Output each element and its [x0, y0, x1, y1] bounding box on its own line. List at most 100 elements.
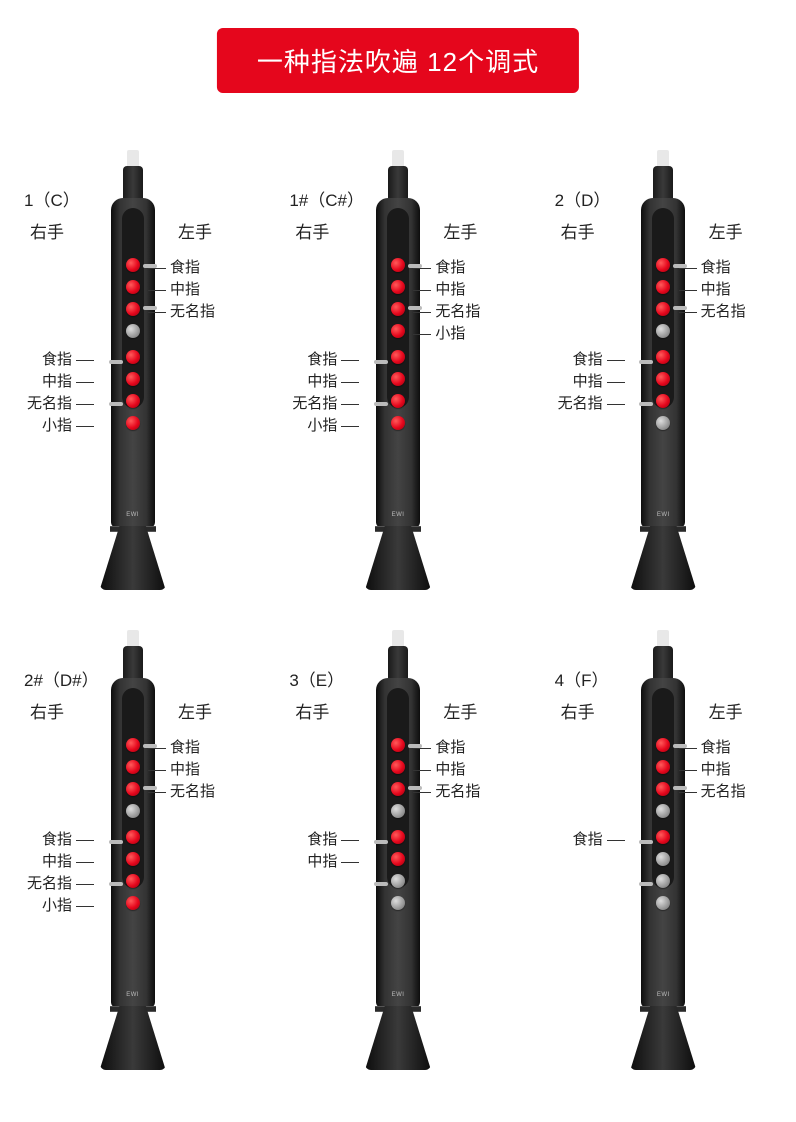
neck: [388, 166, 408, 200]
note-label: 3（E）: [289, 666, 344, 691]
left-finger-label: 中指: [679, 278, 731, 299]
brand-text: EWI: [126, 512, 139, 518]
left-key-4: [391, 324, 405, 338]
neck: [388, 646, 408, 680]
instrument: EWI: [635, 150, 691, 590]
left-key-1: [656, 738, 670, 752]
neck: [653, 166, 673, 200]
right-key-4: [126, 416, 140, 430]
left-key-3: [391, 782, 405, 796]
right-finger-label: 中指: [24, 370, 94, 391]
left-key-1: [126, 738, 140, 752]
left-key-2: [126, 760, 140, 774]
bell: [365, 1006, 431, 1070]
right-finger-label: 小指: [24, 894, 94, 915]
right-finger-label: 无名指: [24, 392, 94, 413]
left-hand-label: 左手: [443, 218, 477, 243]
left-hand-label: 左手: [443, 698, 477, 723]
note-label: 2（D）: [555, 186, 611, 211]
right-key-1: [391, 350, 405, 364]
neck: [123, 166, 143, 200]
left-key-3: [656, 302, 670, 316]
right-finger-label: 食指: [555, 828, 625, 849]
fingering-cell: 4（F）右手左手 EWI 食指中指无名指食指: [531, 620, 796, 1100]
bell: [630, 1006, 696, 1070]
right-finger-label: 中指: [555, 370, 625, 391]
left-key-3: [126, 782, 140, 796]
fingering-grid: 1（C）右手左手 EWI 食指中指无名指食指中指无名指小指1#（C#）右手左手 …: [0, 140, 796, 1100]
right-finger-label: 小指: [24, 414, 94, 435]
right-key-3: [391, 874, 405, 888]
left-key-4: [656, 804, 670, 818]
brand-text: EWI: [392, 512, 405, 518]
right-key-1: [391, 830, 405, 844]
right-hand-label: 右手: [295, 218, 329, 243]
instrument: EWI: [105, 630, 161, 1070]
side-tab: [639, 402, 653, 406]
left-hand-label: 左手: [709, 698, 743, 723]
side-tab: [109, 882, 123, 886]
fingering-cell: 2#（D#）右手左手 EWI 食指中指无名指食指中指无名指小指: [0, 620, 265, 1100]
right-finger-label: 无名指: [555, 392, 625, 413]
left-hand-label: 左手: [178, 218, 212, 243]
left-key-4: [391, 804, 405, 818]
right-finger-label: 中指: [289, 850, 359, 871]
right-key-4: [391, 896, 405, 910]
left-key-1: [391, 258, 405, 272]
left-finger-label: 无名指: [148, 780, 215, 801]
right-key-1: [656, 350, 670, 364]
left-key-3: [126, 302, 140, 316]
instrument: EWI: [105, 150, 161, 590]
instrument: EWI: [635, 630, 691, 1070]
bell: [100, 526, 166, 590]
right-key-4: [126, 896, 140, 910]
note-label: 4（F）: [555, 666, 609, 691]
right-key-1: [126, 830, 140, 844]
left-finger-label: 食指: [148, 256, 200, 277]
left-hand-label: 左手: [709, 218, 743, 243]
side-tab: [109, 402, 123, 406]
side-tab: [374, 840, 388, 844]
left-finger-label: 食指: [413, 736, 465, 757]
left-finger-label: 中指: [413, 758, 465, 779]
fingering-cell: 1#（C#）右手左手 EWI 食指中指无名指小指食指中指无名指小指: [265, 140, 530, 620]
right-finger-label: 食指: [555, 348, 625, 369]
left-finger-label: 无名指: [679, 300, 746, 321]
left-finger-label: 无名指: [679, 780, 746, 801]
left-finger-label: 食指: [679, 256, 731, 277]
left-finger-label: 无名指: [413, 780, 480, 801]
left-finger-label: 无名指: [148, 300, 215, 321]
fingering-cell: 3（E）右手左手 EWI 食指中指无名指食指中指: [265, 620, 530, 1100]
right-finger-label: 无名指: [24, 872, 94, 893]
right-hand-label: 右手: [561, 698, 595, 723]
left-key-2: [656, 280, 670, 294]
right-hand-label: 右手: [30, 218, 64, 243]
left-key-4: [126, 804, 140, 818]
right-finger-label: 食指: [289, 348, 359, 369]
note-label: 1#（C#）: [289, 186, 364, 211]
right-key-2: [656, 372, 670, 386]
neck: [123, 646, 143, 680]
right-key-2: [391, 372, 405, 386]
left-finger-label: 中指: [679, 758, 731, 779]
instrument: EWI: [370, 150, 426, 590]
side-tab: [639, 840, 653, 844]
right-key-2: [126, 852, 140, 866]
neck: [653, 646, 673, 680]
side-tab: [639, 360, 653, 364]
right-finger-label: 中指: [289, 370, 359, 391]
right-finger-label: 中指: [24, 850, 94, 871]
fingering-cell: 1（C）右手左手 EWI 食指中指无名指食指中指无名指小指: [0, 140, 265, 620]
left-key-4: [656, 324, 670, 338]
title-banner: 一种指法吹遍 12个调式: [217, 28, 579, 93]
left-finger-label: 中指: [148, 758, 200, 779]
left-hand-label: 左手: [178, 698, 212, 723]
left-key-2: [126, 280, 140, 294]
instrument: EWI: [370, 630, 426, 1070]
side-tab: [639, 882, 653, 886]
right-key-3: [126, 394, 140, 408]
right-key-4: [391, 416, 405, 430]
right-finger-label: 食指: [24, 828, 94, 849]
fingering-cell: 2（D）右手左手 EWI 食指中指无名指食指中指无名指: [531, 140, 796, 620]
right-key-3: [656, 394, 670, 408]
